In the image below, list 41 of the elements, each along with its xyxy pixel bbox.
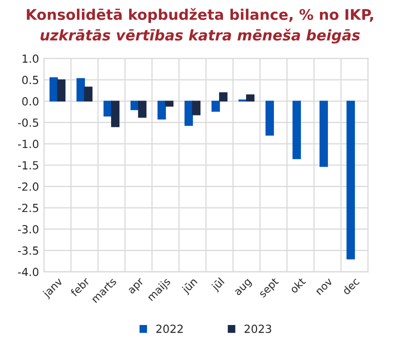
x-tick-label: nov [316,278,333,296]
bar [130,100,139,110]
bar [76,78,85,102]
y-tick-label: 0.5 [22,76,38,84]
bar [246,94,254,102]
y-tick-label: 0.0 [22,97,38,106]
y-tick-label: -3.0 [18,225,38,234]
bar [104,100,112,116]
bar [346,100,355,260]
bar [292,100,301,160]
chart-subtitle: uzkrātās vērtības katra mēneša beigās [40,28,360,44]
y-tick-label: -2.0 [18,182,38,191]
bar [184,100,193,126]
x-tick-label: aug [234,278,253,298]
bar [266,100,274,136]
bar [57,79,66,102]
bar [165,100,174,107]
bar [219,92,228,102]
x-tick-label: dec [342,277,360,296]
y-tick-label: -1.5 [18,161,38,170]
x-tick-label: okt [289,276,306,294]
legend-label: 2022 [156,324,183,334]
y-tick-label: -1.0 [18,140,38,148]
bar [138,100,146,118]
y-tick-label: -3.5 [18,246,38,255]
legend-label: 2023 [244,324,272,334]
bar [158,100,166,120]
bar [84,86,92,102]
x-tick-label: jūn [180,277,200,296]
bar [212,100,220,112]
bar [192,100,200,116]
y-tick-label: -2.5 [18,204,38,212]
y-tick-label: -0.5 [18,118,38,127]
bar [320,100,328,167]
x-tick-label: jūl [210,277,226,293]
bar [50,77,58,102]
x-tick-label: apr [128,278,146,296]
chart-title: Konsolidētā kopbudžeta bilance, % no IKP, [26,8,373,23]
y-tick-label: 1.0 [22,54,38,63]
bar [111,100,120,128]
y-tick-label: -4.0 [18,268,38,276]
